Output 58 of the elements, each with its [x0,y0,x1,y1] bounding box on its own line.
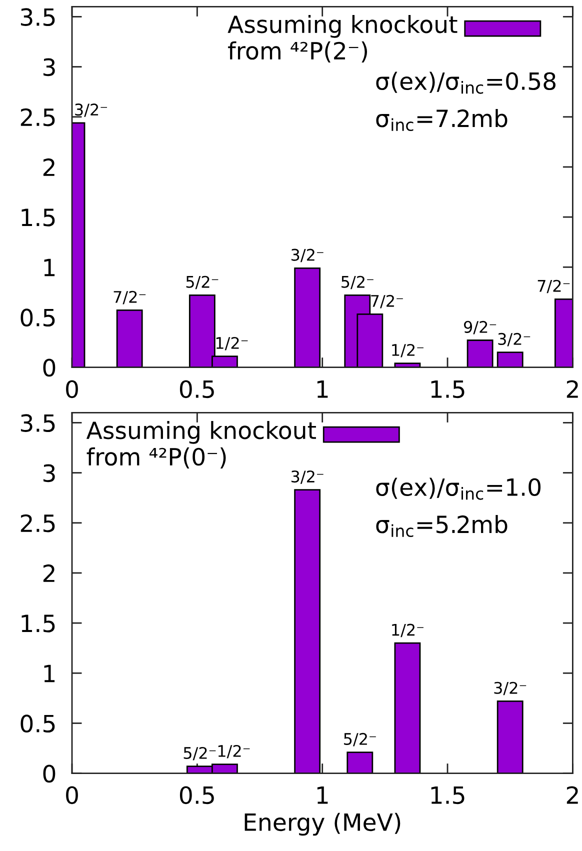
y-tick-label: 0.5 [20,308,55,327]
x-tick-label: 2 [566,380,578,398]
x-tick-label: 2 [566,786,578,804]
x-tick-label: 0 [66,786,78,804]
annotation: 3/2⁻ [291,248,324,262]
bar [496,352,524,368]
annotation: 3/2⁻ [75,104,107,117]
bar [294,489,321,774]
annotation: 5/2⁻ [344,732,376,746]
annotation: 9/2⁻ [464,320,496,334]
bar [294,267,321,368]
x-tick-label: 1 [317,786,328,804]
y-tick-label: 0.5 [20,714,55,733]
y-tick-label: 2.5 [20,108,55,126]
y-tick-label: 2 [43,158,54,176]
legend-label: Assuming knockout from ⁴²P(0⁻) [86,420,316,468]
annotation: 3/2⁻ [291,470,324,484]
bar [496,700,524,774]
x-tick-label: 1.5 [431,786,464,804]
annotation: 1/2⁻ [218,744,250,758]
annotation: σ$_{inc}$=5.2mb [376,515,508,538]
annotation: 3/2⁻ [498,332,530,346]
annotation: σ$_{inc}$=7.2mb [376,109,508,132]
annotation: σ(ex)/σ$_{inc}$=1.0 [376,478,541,500]
x-tick-label: 0.5 [180,380,214,398]
legend-label: Assuming knockout from ⁴²P(2⁻) [228,14,458,62]
bar [394,642,421,774]
y-tick-label: 1.5 [22,614,55,632]
y-tick-label: 3 [44,464,55,482]
annotation: 5/2⁻ [184,746,216,760]
y-tick-label: 0 [43,358,56,377]
annotation: 1/2⁻ [392,624,424,638]
x-tick-label: 0.5 [180,786,214,804]
x-tick-label: 0 [66,380,78,398]
annotation: 7/2⁻ [538,280,570,294]
annotation: 1/2⁻ [392,344,424,358]
x-tick-label: 1 [317,380,328,398]
y-tick-label: 1.5 [22,208,55,226]
y-tick-label: 3.5 [20,414,55,432]
annotation: 3/2⁻ [494,682,526,696]
annotation: 1/2⁻ [216,336,248,350]
annotation: 7/2⁻ [114,290,146,304]
y-tick-label: 1 [44,664,55,682]
bar [346,752,374,774]
x-axis-title: Energy (MeV) [244,812,400,836]
y-tick-label: 1 [44,258,55,276]
annotation: σ(ex)/σ$_{inc}$=0.58 [376,72,556,94]
annotation: 5/2⁻ [342,276,374,290]
annotation: 7/2⁻ [371,294,403,308]
y-tick-label: 2 [43,564,54,582]
y-tick-label: 3 [44,58,55,76]
y-tick-label: 0 [43,764,56,783]
bar [466,340,494,368]
y-tick-label: 3.5 [20,8,55,26]
annotation: 5/2⁻ [186,276,218,290]
x-tick-label: 1.5 [431,380,464,398]
y-tick-label: 2.5 [20,514,55,532]
bar [116,310,143,368]
